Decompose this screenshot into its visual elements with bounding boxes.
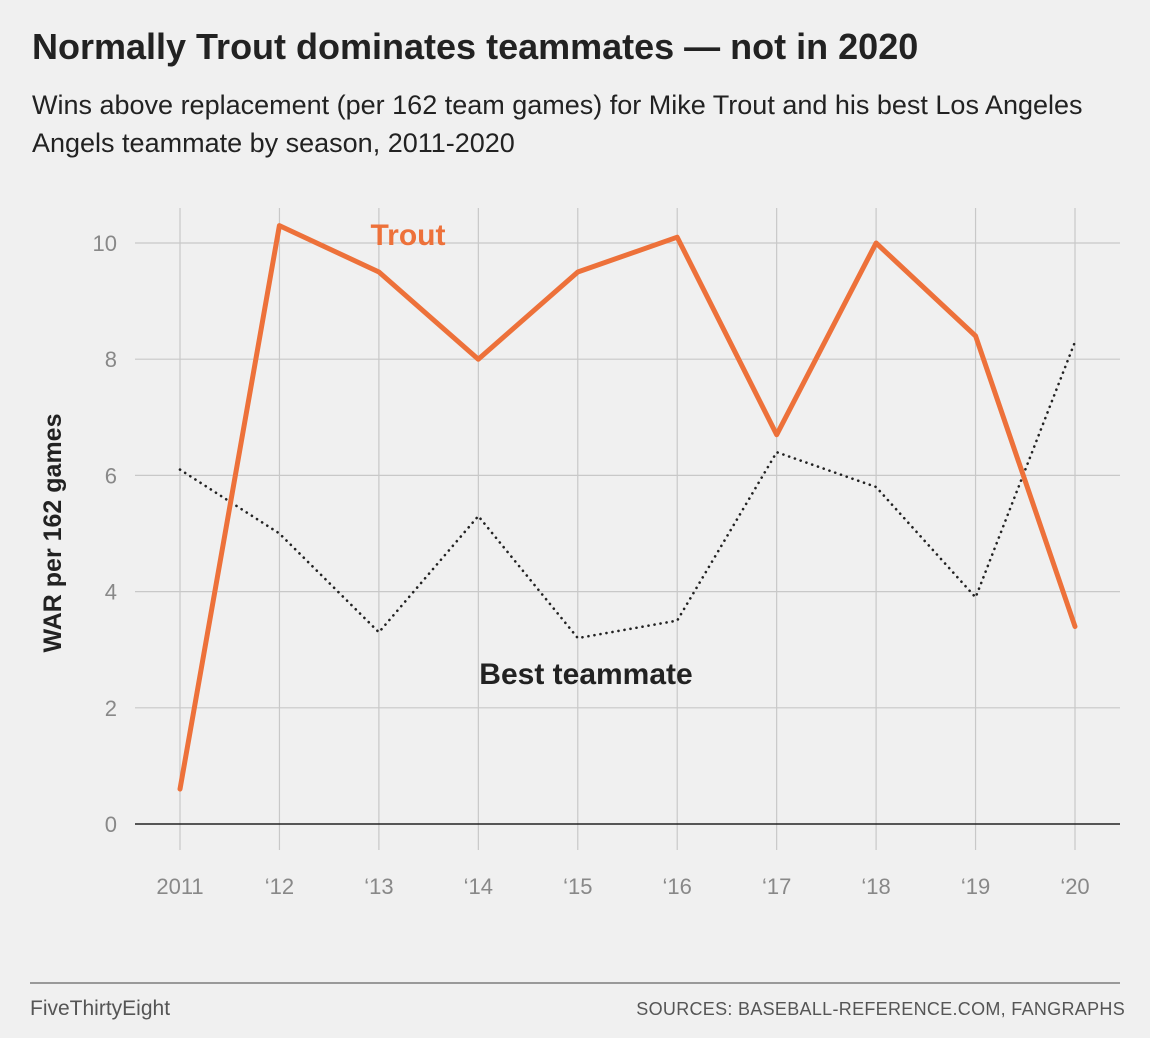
trout-series-line <box>177 223 1078 792</box>
x-tick-label: ‘16 <box>663 874 692 899</box>
y-tick-label: 10 <box>93 231 117 256</box>
x-tick-label: ‘14 <box>464 874 493 899</box>
y-tick-label: 8 <box>105 347 117 372</box>
brand-logo-text: FiveThirtyEight <box>30 997 171 1020</box>
x-tick-label: ‘12 <box>265 874 294 899</box>
x-tick-label: ‘13 <box>364 874 393 899</box>
line-chart: 0 2 4 6 8 10 2011 ‘12 ‘13 ‘14 ‘15 ‘16 ‘17 ‘18 ‘19 ‘20 WA… <box>39 207 1120 899</box>
y-tick-label: 6 <box>105 463 117 488</box>
sources-note: SOURCES: BASEBALL-REFERENCE.COM, FANGRAP… <box>636 999 1125 1019</box>
trout-series-label: Trout <box>371 219 446 252</box>
y-axis-label: WAR per 162 games <box>39 414 67 653</box>
series-layer <box>177 223 1078 792</box>
y-tick-label: 2 <box>105 696 117 721</box>
chart-subtitle: Wins above replacement (per 162 team gam… <box>32 90 1083 158</box>
x-tick-label: ‘19 <box>961 874 990 899</box>
x-tick-label: ‘20 <box>1060 874 1089 899</box>
footer-divider <box>30 982 1120 984</box>
grid-layer <box>135 207 1120 850</box>
y-tick-label: 4 <box>105 580 117 605</box>
axis-layer: 0 2 4 6 8 10 2011 ‘12 ‘13 ‘14 ‘15 ‘16 ‘17 ‘18 ‘19 ‘20 WA… <box>39 231 1120 899</box>
teammate-series-label: Best teammate <box>479 658 692 691</box>
teammate-series-line <box>178 340 1077 640</box>
chart-title: Normally Trout dominates teammates — not… <box>32 26 919 67</box>
x-tick-label: ‘17 <box>762 874 791 899</box>
x-tick-label: ‘15 <box>563 874 592 899</box>
x-tick-label: 2011 <box>156 874 203 899</box>
x-tick-label: ‘18 <box>861 874 890 899</box>
label-layer: Trout Best teammate <box>371 219 693 691</box>
y-tick-label: 0 <box>105 812 117 837</box>
